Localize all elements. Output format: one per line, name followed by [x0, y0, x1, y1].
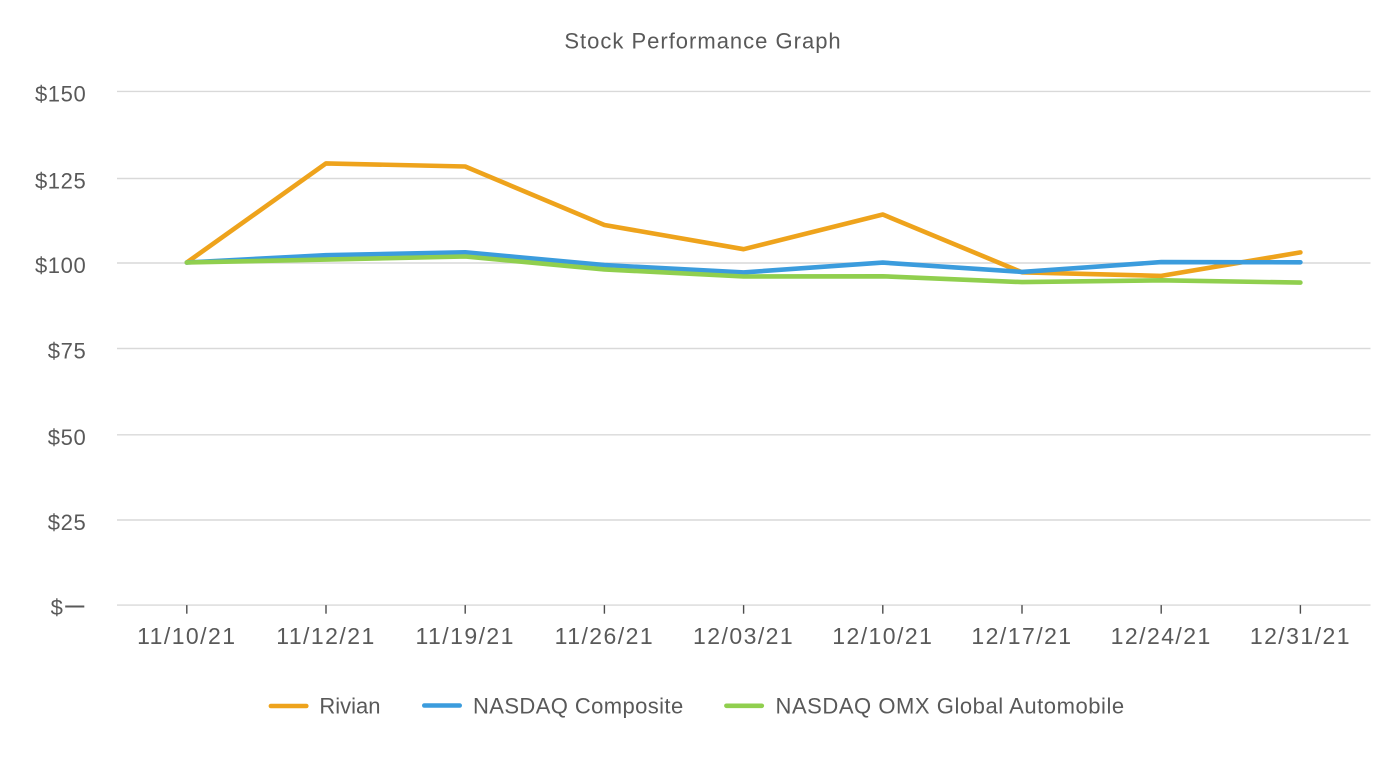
- svg-text:11/10/21: 11/10/21: [137, 623, 236, 649]
- svg-text:$: $: [51, 595, 64, 620]
- svg-text:12/03/21: 12/03/21: [693, 623, 794, 649]
- svg-text:11/19/21: 11/19/21: [415, 623, 514, 649]
- svg-text:NASDAQ OMX Global Automobile: NASDAQ OMX Global Automobile: [776, 693, 1125, 718]
- svg-text:$125: $125: [35, 169, 86, 194]
- svg-text:11/26/21: 11/26/21: [555, 623, 654, 649]
- svg-text:12/24/21: 12/24/21: [1111, 623, 1212, 649]
- svg-text:Stock Performance Graph: Stock Performance Graph: [564, 29, 841, 54]
- svg-text:$50: $50: [48, 425, 87, 450]
- svg-text:12/10/21: 12/10/21: [832, 623, 933, 649]
- svg-text:$25: $25: [48, 510, 87, 535]
- svg-text:$150: $150: [35, 81, 86, 106]
- svg-text:NASDAQ Composite: NASDAQ Composite: [473, 693, 684, 718]
- svg-text:Rivian: Rivian: [319, 693, 380, 718]
- svg-text:$100: $100: [35, 253, 86, 278]
- svg-text:11/12/21: 11/12/21: [276, 623, 375, 649]
- svg-text:12/17/21: 12/17/21: [971, 623, 1072, 649]
- svg-text:$75: $75: [48, 339, 87, 364]
- svg-text:12/31/21: 12/31/21: [1250, 623, 1351, 649]
